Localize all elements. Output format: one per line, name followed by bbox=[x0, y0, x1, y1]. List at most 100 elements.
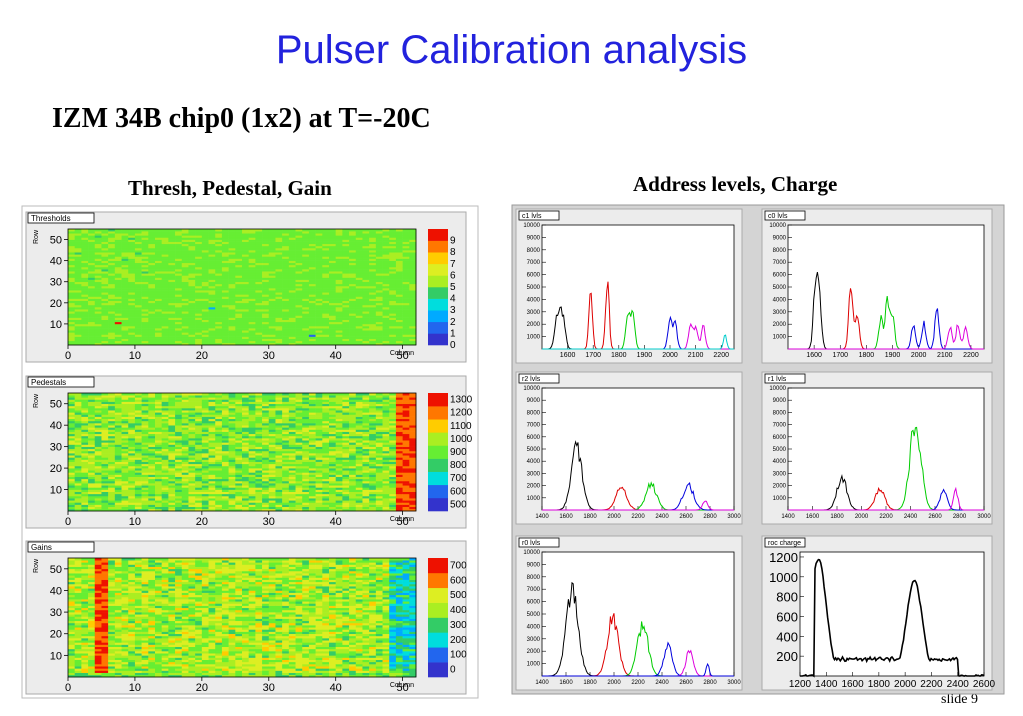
heatmap-cell bbox=[141, 323, 149, 327]
heatmap-cell bbox=[275, 446, 283, 450]
heatmap-cell bbox=[349, 252, 357, 255]
heatmap-cell bbox=[282, 420, 290, 424]
heatmap-cell bbox=[208, 269, 216, 272]
heatmap-cell bbox=[88, 418, 96, 422]
heatmap-cell bbox=[322, 315, 330, 318]
heatmap-cell bbox=[221, 252, 229, 255]
heatmap-cell bbox=[335, 231, 343, 234]
heatmap-cell bbox=[409, 321, 417, 325]
heatmap-cell bbox=[288, 321, 296, 325]
heatmap-cell bbox=[175, 247, 183, 251]
heatmap-cell bbox=[268, 401, 276, 405]
heatmap-cell bbox=[128, 269, 136, 272]
heatmap-cell bbox=[68, 323, 75, 327]
heatmap-cell bbox=[155, 446, 162, 450]
heatmap-cell bbox=[81, 311, 89, 314]
heatmap-cell bbox=[114, 500, 122, 503]
heatmap-cell bbox=[201, 397, 209, 400]
heatmap-cell bbox=[175, 298, 183, 302]
heatmap-cell bbox=[141, 395, 149, 398]
heatmap-cell bbox=[94, 423, 102, 426]
heatmap-cell bbox=[308, 431, 316, 435]
heatmap-cell bbox=[409, 235, 417, 238]
heatmap-cell bbox=[195, 258, 203, 261]
heatmap-cell bbox=[101, 304, 109, 308]
heatmap-cell bbox=[161, 277, 169, 280]
heatmap-cell bbox=[195, 500, 203, 503]
heatmap-cell bbox=[221, 399, 229, 402]
heatmap-cell bbox=[208, 478, 216, 482]
heatmap-cell bbox=[81, 241, 89, 245]
heatmap-cell bbox=[288, 485, 296, 488]
heatmap-cell bbox=[128, 508, 136, 512]
heatmap-cell bbox=[141, 440, 149, 443]
heatmap-cell bbox=[262, 317, 270, 320]
heatmap-cell bbox=[228, 302, 236, 306]
heatmap-cell bbox=[201, 461, 209, 465]
heatmap-cell bbox=[155, 250, 162, 253]
heatmap-cell bbox=[74, 254, 82, 257]
heatmap-cell bbox=[221, 485, 229, 488]
heatmap-cell bbox=[389, 245, 397, 249]
heatmap-cell bbox=[308, 412, 316, 415]
heatmap-cell bbox=[302, 233, 310, 236]
heatmap-cell bbox=[221, 412, 229, 415]
heatmap-cell bbox=[242, 323, 249, 327]
heatmap-cell bbox=[134, 302, 142, 306]
heatmap-cell bbox=[248, 480, 256, 484]
heatmap-cell bbox=[248, 256, 256, 259]
heatmap-cell bbox=[195, 416, 203, 420]
heatmap-cell bbox=[282, 326, 290, 329]
heatmap-cell bbox=[329, 300, 336, 304]
heatmap-cell bbox=[315, 302, 323, 306]
heatmap-cell bbox=[195, 277, 203, 280]
heatmap-cell bbox=[195, 493, 203, 497]
heatmap-cell bbox=[168, 231, 176, 234]
heatmap-cell bbox=[322, 332, 330, 335]
heatmap-cell bbox=[282, 502, 290, 505]
heatmap-cell bbox=[275, 262, 283, 266]
heatmap-cell bbox=[188, 405, 196, 409]
heatmap-cell bbox=[114, 323, 122, 327]
heatmap-cell bbox=[195, 298, 203, 302]
heatmap-cell bbox=[409, 313, 417, 316]
heatmap-cell bbox=[188, 420, 196, 424]
heatmap-cell bbox=[409, 328, 417, 331]
heatmap-cell bbox=[68, 487, 75, 490]
heatmap-cell bbox=[148, 256, 156, 259]
heatmap-cell bbox=[168, 256, 176, 259]
heatmap-cell bbox=[382, 233, 390, 236]
heatmap-cell bbox=[114, 235, 122, 238]
heatmap-cell bbox=[148, 304, 156, 308]
heatmap-cell bbox=[155, 504, 162, 508]
heatmap-cell bbox=[188, 468, 196, 471]
heatmap-cell bbox=[215, 429, 223, 432]
heatmap-cell bbox=[248, 252, 256, 255]
heatmap-cell bbox=[235, 429, 243, 432]
heatmap-cell bbox=[175, 500, 183, 503]
heatmap-cell bbox=[221, 283, 229, 287]
heatmap-cell bbox=[275, 260, 283, 264]
heatmap-cell bbox=[282, 433, 290, 437]
heatmap-cell bbox=[221, 448, 229, 452]
heatmap-cell bbox=[235, 298, 243, 302]
heatmap-cell bbox=[315, 319, 323, 323]
heatmap-cell bbox=[168, 495, 176, 499]
heatmap-cell bbox=[235, 470, 243, 473]
heatmap-cell bbox=[128, 453, 136, 456]
heatmap-cell bbox=[134, 472, 142, 475]
heatmap-cell bbox=[114, 504, 122, 508]
heatmap-cell bbox=[148, 258, 156, 261]
heatmap-cell bbox=[134, 311, 142, 314]
heatmap-cell bbox=[121, 429, 129, 432]
heatmap-cell bbox=[74, 502, 82, 505]
heatmap-cell bbox=[94, 250, 102, 253]
heatmap-cell bbox=[295, 461, 303, 465]
heatmap-cell bbox=[208, 245, 216, 249]
heatmap-cell bbox=[355, 321, 363, 325]
heatmap-cell bbox=[335, 304, 343, 308]
heatmap-cell bbox=[94, 476, 102, 480]
heatmap-cell bbox=[88, 412, 96, 415]
heatmap-cell bbox=[121, 463, 129, 467]
heatmap-cell bbox=[101, 247, 109, 251]
